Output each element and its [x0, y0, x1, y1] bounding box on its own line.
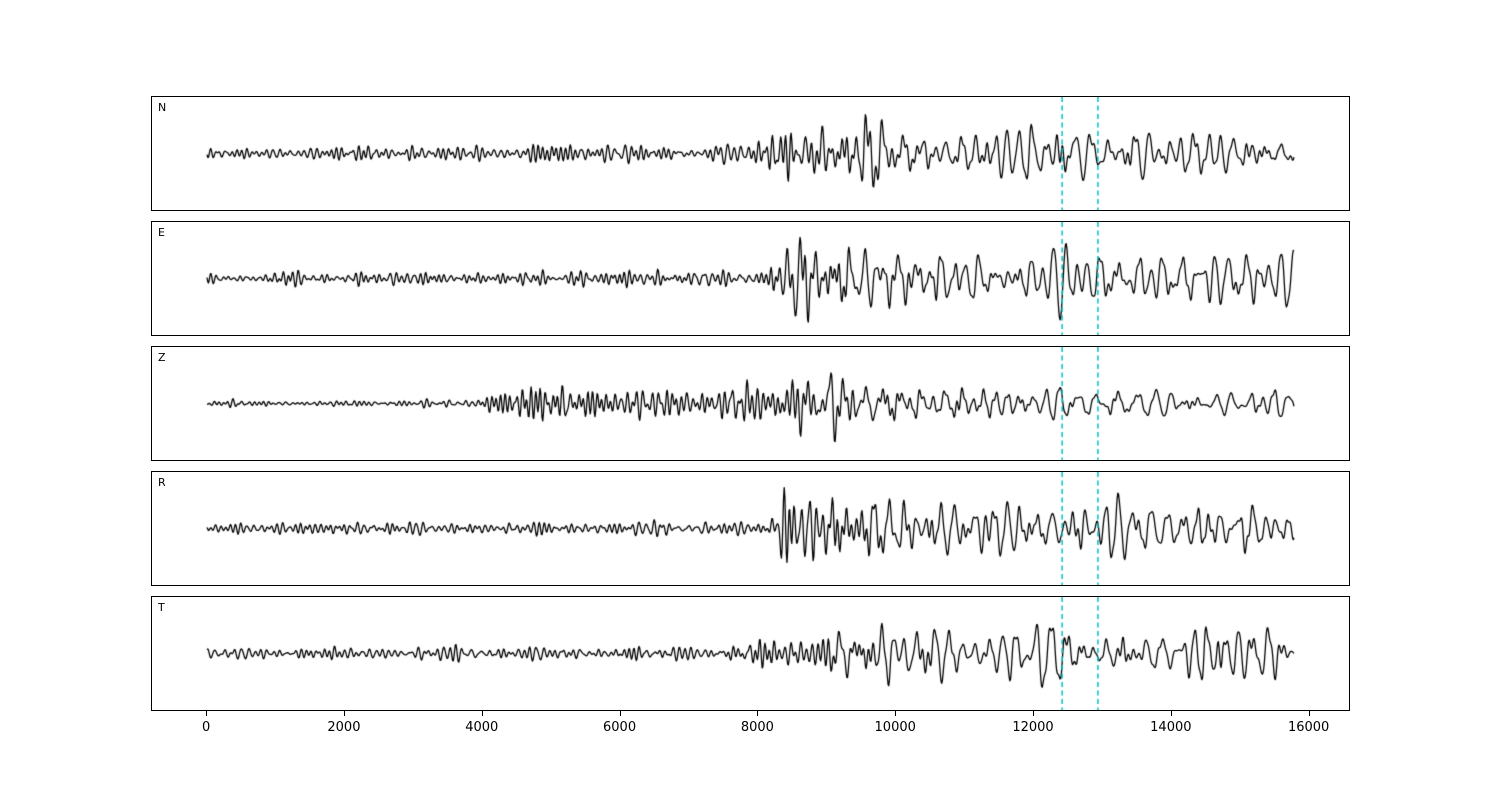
- x-tick-label: 6000: [603, 720, 637, 735]
- waveform-panel-z: Z: [151, 346, 1350, 461]
- x-tick-mark: [343, 711, 345, 716]
- x-tick-mark: [619, 711, 621, 716]
- x-tick-label: 10000: [874, 720, 916, 735]
- panel-label: Z: [158, 351, 166, 364]
- waveform-panel-r: R: [151, 471, 1350, 586]
- panel-label: N: [158, 101, 167, 114]
- x-tick-mark: [1033, 711, 1035, 716]
- panel-label: R: [158, 476, 166, 489]
- x-tick-mark: [481, 711, 483, 716]
- panel-stack: N E Z R T: [151, 96, 1350, 711]
- x-tick-label: 0: [201, 720, 211, 735]
- x-tick-mark: [757, 711, 759, 716]
- x-tick-label: 14000: [1150, 720, 1192, 735]
- x-tick-mark: [895, 711, 897, 716]
- waveform-canvas: [152, 222, 1349, 335]
- waveform-canvas: [152, 597, 1349, 710]
- x-tick-mark: [1170, 711, 1172, 716]
- waveform-canvas: [152, 472, 1349, 585]
- x-tick-label: 12000: [1012, 720, 1054, 735]
- panel-label: E: [158, 226, 165, 239]
- waveform-panel-t: T: [151, 596, 1350, 711]
- x-tick-label: 2000: [327, 720, 361, 735]
- waveform-panel-e: E: [151, 221, 1350, 336]
- panel-label: T: [158, 601, 165, 614]
- x-tick-mark: [206, 711, 208, 716]
- x-tick-mark: [1308, 711, 1310, 716]
- waveform-canvas: [152, 97, 1349, 210]
- x-tick-label: 8000: [740, 720, 774, 735]
- waveform-panel-n: N: [151, 96, 1350, 211]
- x-axis: 0 2000 4000 6000 8000 10000 12000 14000 …: [151, 711, 1350, 745]
- x-tick-label: 4000: [465, 720, 499, 735]
- x-tick-label: 16000: [1287, 720, 1330, 735]
- waveform-canvas: [152, 347, 1349, 460]
